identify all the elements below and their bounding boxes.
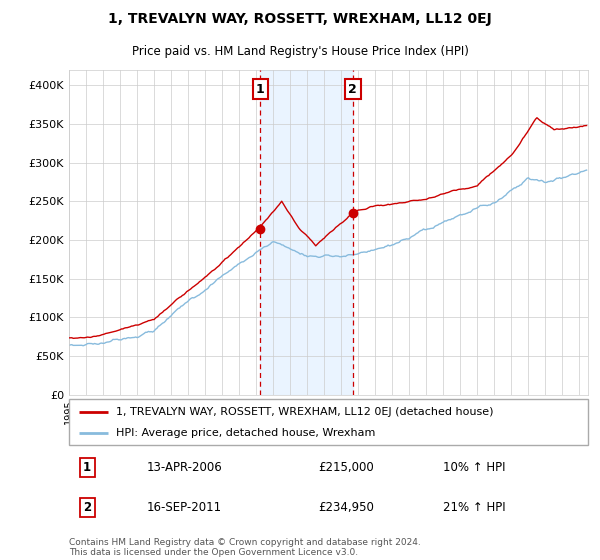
Text: 21% ↑ HPI: 21% ↑ HPI (443, 501, 505, 514)
Text: 2: 2 (348, 83, 357, 96)
Text: 1: 1 (83, 461, 91, 474)
Text: 16-SEP-2011: 16-SEP-2011 (147, 501, 222, 514)
Bar (260, 70, 353, 395)
Text: £215,000: £215,000 (318, 461, 374, 474)
Text: 1, TREVALYN WAY, ROSSETT, WREXHAM, LL12 0EJ: 1, TREVALYN WAY, ROSSETT, WREXHAM, LL12 … (108, 12, 492, 26)
Text: 2: 2 (83, 501, 91, 514)
Text: 1: 1 (256, 83, 265, 96)
Text: Contains HM Land Registry data © Crown copyright and database right 2024.
This d: Contains HM Land Registry data © Crown c… (69, 538, 421, 557)
Text: 13-APR-2006: 13-APR-2006 (147, 461, 223, 474)
Text: 1, TREVALYN WAY, ROSSETT, WREXHAM, LL12 0EJ (detached house): 1, TREVALYN WAY, ROSSETT, WREXHAM, LL12 … (116, 407, 493, 417)
Text: HPI: Average price, detached house, Wrexham: HPI: Average price, detached house, Wrex… (116, 428, 375, 438)
Text: £234,950: £234,950 (318, 501, 374, 514)
Text: Price paid vs. HM Land Registry's House Price Index (HPI): Price paid vs. HM Land Registry's House … (131, 45, 469, 58)
Text: 10% ↑ HPI: 10% ↑ HPI (443, 461, 505, 474)
FancyBboxPatch shape (69, 399, 588, 445)
